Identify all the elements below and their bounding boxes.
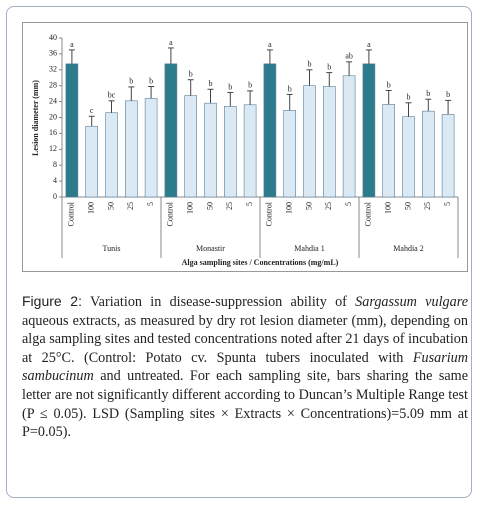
- caption-italic: Sargassum vulgare: [355, 294, 468, 310]
- bar: [421, 110, 435, 198]
- x-tick-label: Control: [67, 201, 76, 226]
- x-tick-label: 50: [205, 202, 214, 210]
- significance-letter: b: [189, 70, 193, 79]
- x-tick-label: 5: [344, 202, 353, 206]
- significance-letter: b: [308, 60, 312, 69]
- bar: [243, 104, 257, 198]
- group-label: Monastir: [196, 244, 225, 253]
- x-tick-label: 100: [285, 202, 294, 214]
- x-tick-label: 50: [106, 202, 115, 210]
- significance-letter: b: [248, 81, 252, 90]
- significance-letter: b: [327, 62, 331, 71]
- significance-letter: b: [387, 80, 391, 89]
- bar: [303, 85, 316, 198]
- bar: [441, 114, 455, 198]
- y-tick-label: 40: [49, 33, 57, 42]
- x-axis-title: Alga sampling sites / Concentrations (mg…: [182, 258, 339, 267]
- x-tick-label: 50: [403, 202, 412, 210]
- y-tick-label: 12: [49, 144, 57, 153]
- x-tick-label: Control: [265, 201, 274, 226]
- y-tick-label: 24: [49, 96, 57, 105]
- significance-letter: a: [70, 40, 74, 49]
- x-tick-label: 100: [87, 202, 96, 214]
- significance-letter: a: [169, 38, 173, 47]
- y-tick-label: 20: [49, 112, 57, 121]
- bar: [342, 75, 356, 198]
- significance-letter: b: [446, 90, 450, 99]
- significance-letter: c: [90, 106, 94, 115]
- bar: [204, 102, 217, 198]
- bar: [85, 125, 99, 198]
- x-tick-label: 5: [146, 202, 155, 206]
- x-tick-label: 25: [225, 202, 234, 210]
- group-label: Mahdia 2: [393, 244, 423, 253]
- significance-letter: b: [149, 76, 153, 85]
- significance-letter: bc: [108, 91, 116, 100]
- x-tick-label: Control: [166, 201, 175, 226]
- significance-letter: b: [228, 82, 232, 91]
- x-tick-label: 100: [384, 202, 393, 214]
- y-tick-label: 36: [49, 49, 57, 58]
- caption-text: and untreated. For each sampling site, b…: [22, 368, 468, 441]
- x-tick-label: 25: [423, 202, 432, 210]
- y-tick-label: 0: [53, 192, 57, 201]
- bar: [283, 110, 297, 198]
- significance-letter: b: [209, 79, 213, 88]
- significance-letter: a: [367, 40, 371, 49]
- caption-text: Variation in disease-suppression ability…: [81, 294, 356, 310]
- bar: [65, 63, 79, 198]
- significance-letter: b: [288, 84, 292, 93]
- bar: [224, 106, 237, 198]
- caption-italic: Fusarium sambucinum: [22, 349, 468, 385]
- x-tick-label: 25: [126, 202, 135, 210]
- caption-label: Figure 2:: [22, 293, 82, 309]
- bar: [322, 86, 336, 198]
- bar: [144, 98, 158, 198]
- significance-letter: b: [407, 93, 411, 102]
- y-tick-label: 16: [49, 128, 57, 137]
- x-tick-label: 5: [245, 202, 254, 206]
- significance-letter: a: [268, 40, 272, 49]
- bar: [362, 63, 376, 198]
- group-label: Tunis: [103, 244, 121, 253]
- x-tick-label: 50: [304, 202, 313, 210]
- y-tick-label: 28: [49, 81, 57, 90]
- significance-letter: b: [129, 77, 133, 86]
- chart: Lesion diameter (mm) Alga sampling sites…: [22, 22, 468, 272]
- x-tick-label: 100: [186, 202, 195, 214]
- caption: Figure 2: Variation in disease-suppressi…: [22, 292, 468, 442]
- bar: [263, 63, 277, 198]
- bar: [402, 116, 415, 198]
- figure-frame: [6, 6, 472, 498]
- y-axis-title: Lesion diameter (mm): [31, 80, 40, 156]
- y-tick-label: 8: [53, 160, 57, 169]
- significance-letter: b: [426, 89, 430, 98]
- y-tick-label: 4: [53, 176, 57, 185]
- x-tick-label: 25: [324, 202, 333, 210]
- group-label: Mahdia 1: [294, 244, 324, 253]
- significance-letter: ab: [345, 52, 353, 61]
- bar: [105, 112, 118, 198]
- caption-text: aqueous extracts, as measured by dry rot…: [22, 312, 468, 366]
- bar: [184, 95, 197, 198]
- x-tick-label: 5: [443, 202, 452, 206]
- x-tick-label: Control: [364, 201, 373, 226]
- bar: [382, 104, 396, 198]
- bar: [164, 63, 178, 198]
- y-tick-label: 32: [49, 65, 57, 74]
- bar: [125, 100, 138, 198]
